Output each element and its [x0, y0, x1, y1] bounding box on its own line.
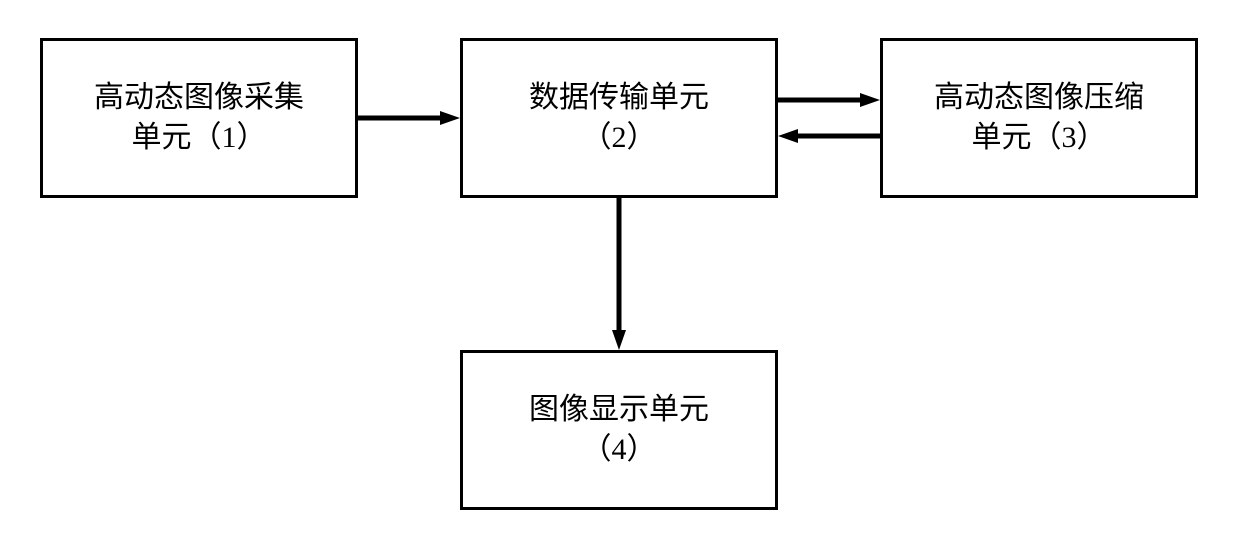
node-n4: 图像显示单元 （4）	[460, 350, 778, 510]
node-n1: 高动态图像采集 单元（1）	[40, 38, 358, 198]
node-label-n3: 高动态图像压缩 单元（3）	[934, 78, 1144, 159]
edge-arrowhead	[860, 93, 880, 107]
edge-arrowhead	[778, 129, 798, 143]
node-n3: 高动态图像压缩 单元（3）	[880, 38, 1198, 198]
node-label-n4: 图像显示单元 （4）	[529, 390, 709, 471]
diagram-canvas: 高动态图像采集 单元（1） 数据传输单元 （2） 高动态图像压缩 单元（3） 图像显示…	[0, 0, 1240, 557]
edge-arrowhead	[440, 111, 460, 125]
node-label-n2: 数据传输单元 （2）	[529, 78, 709, 159]
node-label-n1: 高动态图像采集 单元（1）	[94, 78, 304, 159]
node-n2: 数据传输单元 （2）	[460, 38, 778, 198]
edge-arrowhead	[612, 330, 626, 350]
